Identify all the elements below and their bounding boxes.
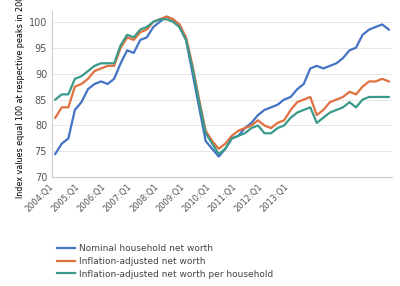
Inflation-adjusted net worth [282, 119, 286, 122]
Inflation-adjusted net worth [242, 126, 247, 130]
Inflation-adjusted net worth per household [269, 132, 274, 135]
Line: Inflation-adjusted net worth per household: Inflation-adjusted net worth per househo… [55, 19, 389, 154]
Inflation-adjusted net worth [223, 142, 228, 145]
Inflation-adjusted net worth [164, 15, 169, 18]
Inflation-adjusted net worth per household [386, 95, 391, 99]
Inflation-adjusted net worth per household [282, 124, 286, 127]
Inflation-adjusted net worth [386, 80, 391, 83]
Nominal household net worth [53, 152, 58, 156]
Inflation-adjusted net worth per household [177, 25, 182, 29]
Nominal household net worth [216, 155, 221, 158]
Nominal household net worth [164, 15, 169, 18]
Inflation-adjusted net worth per household [242, 132, 247, 135]
Inflation-adjusted net worth per household [79, 75, 84, 78]
Nominal household net worth [177, 25, 182, 29]
Line: Nominal household net worth: Nominal household net worth [55, 17, 389, 157]
Nominal household net worth [242, 126, 247, 130]
Inflation-adjusted net worth [216, 147, 221, 150]
Line: Inflation-adjusted net worth: Inflation-adjusted net worth [55, 17, 389, 149]
Nominal household net worth [269, 106, 274, 109]
Nominal household net worth [223, 147, 228, 150]
Nominal household net worth [386, 28, 391, 31]
Inflation-adjusted net worth per household [53, 98, 58, 101]
Inflation-adjusted net worth per household [216, 152, 221, 156]
Y-axis label: Index values equal 100 at respective peaks in 2007: Index values equal 100 at respective pea… [16, 0, 24, 198]
Inflation-adjusted net worth [53, 116, 58, 120]
Inflation-adjusted net worth [269, 126, 274, 130]
Nominal household net worth [282, 98, 286, 101]
Inflation-adjusted net worth [79, 82, 84, 86]
Nominal household net worth [79, 100, 84, 104]
Inflation-adjusted net worth per household [158, 17, 162, 21]
Legend: Nominal household net worth, Inflation-adjusted net worth, Inflation-adjusted ne: Nominal household net worth, Inflation-a… [56, 245, 273, 279]
Inflation-adjusted net worth [177, 23, 182, 26]
Inflation-adjusted net worth per household [223, 147, 228, 150]
